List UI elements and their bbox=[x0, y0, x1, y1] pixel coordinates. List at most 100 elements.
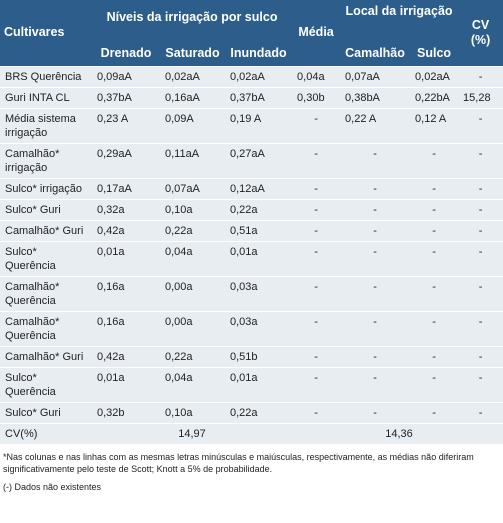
table-cell: 0,10a bbox=[160, 401, 225, 424]
table-cell: - bbox=[410, 198, 459, 221]
table-cell: - bbox=[340, 240, 411, 277]
table-row: Camalhão* Querência 0,16a 0,00a 0,03a - - - - bbox=[0, 275, 503, 312]
row-label: Média sistema irrigação bbox=[0, 107, 92, 144]
table-row: Sulco* Querência 0,01a 0,04a 0,01a - - - - bbox=[0, 240, 503, 277]
table-cell: 0,16a bbox=[92, 275, 160, 312]
table-cell: - bbox=[410, 275, 459, 312]
table-cell: - bbox=[340, 401, 411, 424]
subheader-cell: Inundado bbox=[225, 38, 293, 66]
table-cell: - bbox=[410, 401, 459, 424]
table-cell: - bbox=[292, 310, 341, 347]
table-cell: - bbox=[292, 401, 341, 424]
table-cell: - bbox=[410, 366, 459, 403]
table-cell: - bbox=[458, 65, 503, 88]
table-cell: 0,12 A bbox=[410, 107, 459, 144]
table-cell: 0,02aA bbox=[160, 65, 225, 88]
table-cell: - bbox=[410, 240, 459, 277]
row-label: Camalhão* Guri bbox=[0, 219, 92, 242]
table-row: Sulco* Guri 0,32b 0,10a 0,22a - - - - bbox=[0, 401, 503, 424]
table-cell: 15,28 bbox=[458, 86, 503, 109]
table-cell: 0,16aA bbox=[160, 86, 225, 109]
table-cell: - bbox=[340, 219, 411, 242]
table-cell: 0,01a bbox=[92, 366, 160, 403]
table-cell: 0,22a bbox=[225, 198, 293, 221]
table-row: Sulco* Guri 0,32a 0,10a 0,22a - - - - bbox=[0, 198, 503, 221]
table-cell: 0,23 A bbox=[92, 107, 160, 144]
table-cell: - bbox=[340, 177, 411, 200]
cv-value: 14,97 bbox=[92, 422, 293, 445]
table-cell bbox=[292, 422, 341, 445]
table-cell: 0,09A bbox=[160, 107, 225, 144]
table-cell: - bbox=[292, 177, 341, 200]
table-cell: - bbox=[458, 177, 503, 200]
table-cell: - bbox=[458, 240, 503, 277]
footnote: *Nas colunas e nas linhas com as mesmas … bbox=[3, 451, 474, 474]
table-cell: - bbox=[410, 219, 459, 242]
table-cell: 0,38bA bbox=[340, 86, 411, 109]
table-cell: 0,00a bbox=[160, 275, 225, 312]
table-cell: - bbox=[292, 366, 341, 403]
row-label: BRS Querência bbox=[0, 65, 92, 88]
row-label: Sulco* Guri bbox=[0, 401, 92, 424]
row-label: Camalhão* Querência bbox=[0, 275, 92, 312]
table-cell: 0,02aA bbox=[225, 65, 293, 88]
footnote: (-) Dados não existentes bbox=[3, 481, 102, 492]
table-cell: 0,01a bbox=[92, 240, 160, 277]
row-label: Sulco* Querência bbox=[0, 366, 92, 403]
subheader-cell: Sulco bbox=[410, 38, 459, 66]
row-label: Camalhão* Querência bbox=[0, 310, 92, 347]
header-group: Níveis da irrigação por sulco bbox=[92, 0, 293, 38]
table-cell: - bbox=[410, 142, 459, 179]
table-cell: 0,37bA bbox=[92, 86, 160, 109]
header-cell: Média bbox=[292, 0, 341, 66]
table-cell: 0,07aA bbox=[340, 65, 411, 88]
table-row: Média sistema irrigação 0,23 A 0,09A 0,19 A… bbox=[0, 107, 503, 144]
table-cell bbox=[458, 422, 503, 445]
table-cell: 0,10a bbox=[160, 198, 225, 221]
table-cell: 0,01a bbox=[225, 366, 293, 403]
subheader-cell: Camalhão bbox=[340, 38, 411, 66]
table-row: Camalhão* Guri 0,42a 0,22a 0,51b - - - - bbox=[0, 345, 503, 368]
table-cell: - bbox=[458, 401, 503, 424]
table-cell: 0,00a bbox=[160, 310, 225, 347]
table-cell: 0,22a bbox=[160, 345, 225, 368]
table-cell: - bbox=[458, 107, 503, 144]
table-cell: - bbox=[340, 366, 411, 403]
table-cell: 0,11aA bbox=[160, 142, 225, 179]
row-label: CV(%) bbox=[0, 422, 92, 445]
table-cell: 0,51b bbox=[225, 345, 293, 368]
cv-row: CV(%) 14,97 14,36 bbox=[0, 422, 503, 445]
table-cell: 0,29aA bbox=[92, 142, 160, 179]
table-cell: - bbox=[292, 275, 341, 312]
table-row: Camalhão* irrigação 0,29aA 0,11aA 0,27aA - - -… bbox=[0, 142, 503, 179]
table-cell: - bbox=[458, 142, 503, 179]
table-cell: 0,27aA bbox=[225, 142, 293, 179]
table-cell: 0,42a bbox=[92, 345, 160, 368]
row-label: Sulco* Querência bbox=[0, 240, 92, 277]
cv-value: 14,36 bbox=[340, 422, 459, 445]
table-cell: 0,22a bbox=[225, 401, 293, 424]
table-cell: - bbox=[292, 198, 341, 221]
table-cell: - bbox=[458, 310, 503, 347]
table-cell: 0,51a bbox=[225, 219, 293, 242]
header-cell: CV (%) bbox=[458, 0, 503, 66]
table-cell: 0,42a bbox=[92, 219, 160, 242]
table-cell: 0,30b bbox=[292, 86, 341, 109]
table-cell: 0,04a bbox=[292, 65, 341, 88]
table-row: Sulco* Querência 0,01a 0,04a 0,01a - - - - bbox=[0, 366, 503, 403]
table-cell: - bbox=[292, 240, 341, 277]
table-cell: - bbox=[458, 219, 503, 242]
table-cell: 0,02aA bbox=[410, 65, 459, 88]
header-group: Local da irrigação bbox=[340, 0, 459, 38]
table-cell: - bbox=[340, 345, 411, 368]
table-cell: - bbox=[458, 198, 503, 221]
row-label: Sulco* irrigação bbox=[0, 177, 92, 200]
table-row: Camalhão* Guri 0,42a 0,22a 0,51a - - - - bbox=[0, 219, 503, 242]
table-cell: - bbox=[292, 345, 341, 368]
table-cell: 0,19 A bbox=[225, 107, 293, 144]
data-table: Cultivares Níveis da irrigação por sulco… bbox=[0, 0, 503, 445]
table-cell: - bbox=[458, 275, 503, 312]
table-cell: - bbox=[458, 345, 503, 368]
table-cell: - bbox=[340, 275, 411, 312]
